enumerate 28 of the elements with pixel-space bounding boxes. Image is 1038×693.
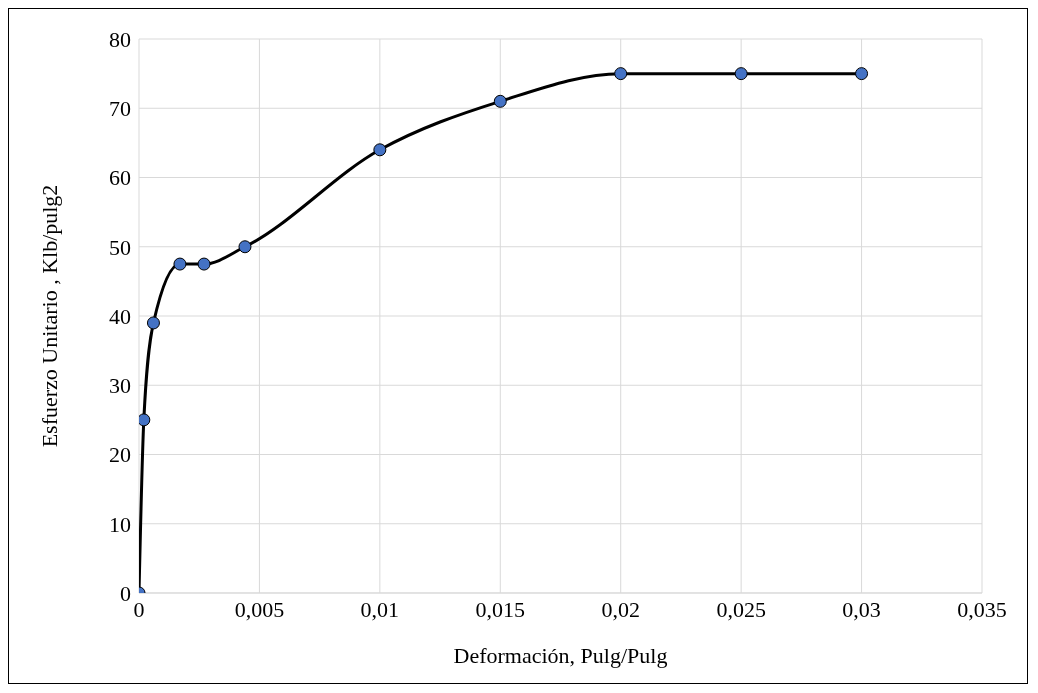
x-tick-label: 0,02: [601, 596, 640, 622]
y-tick-label: 30: [109, 373, 131, 399]
y-tick-label: 10: [109, 511, 131, 537]
y-tick-label: 70: [109, 96, 131, 122]
x-tick-label: 0,03: [842, 596, 881, 622]
point: [146, 316, 160, 330]
point: [197, 257, 211, 271]
y-tick-label: 80: [109, 26, 131, 52]
x-axis-title: Deformación, Pulg/Pulg: [453, 643, 668, 668]
point: [493, 94, 507, 108]
y-tick-label: 50: [109, 234, 131, 260]
x-tick-label: 0,035: [957, 596, 1007, 622]
point: [238, 240, 252, 254]
x-tick-label: 0,005: [234, 596, 285, 622]
point: [139, 413, 151, 427]
y-axis-title: Esfuerzo Unitario , Klb/pulg2: [36, 184, 62, 448]
point: [173, 257, 187, 271]
y-tick-label: 40: [109, 303, 131, 329]
y-tick-label: 0: [120, 580, 131, 606]
point: [373, 143, 387, 157]
x-tick-label: 0,015: [475, 596, 526, 622]
y-tick-label: 60: [109, 165, 131, 191]
point: [855, 67, 869, 81]
y-tick-label: 20: [109, 442, 131, 468]
point: [734, 67, 748, 81]
point: [614, 67, 628, 81]
x-tick-label: 0,01: [360, 596, 400, 622]
x-tick-label: 0,025: [716, 596, 766, 622]
